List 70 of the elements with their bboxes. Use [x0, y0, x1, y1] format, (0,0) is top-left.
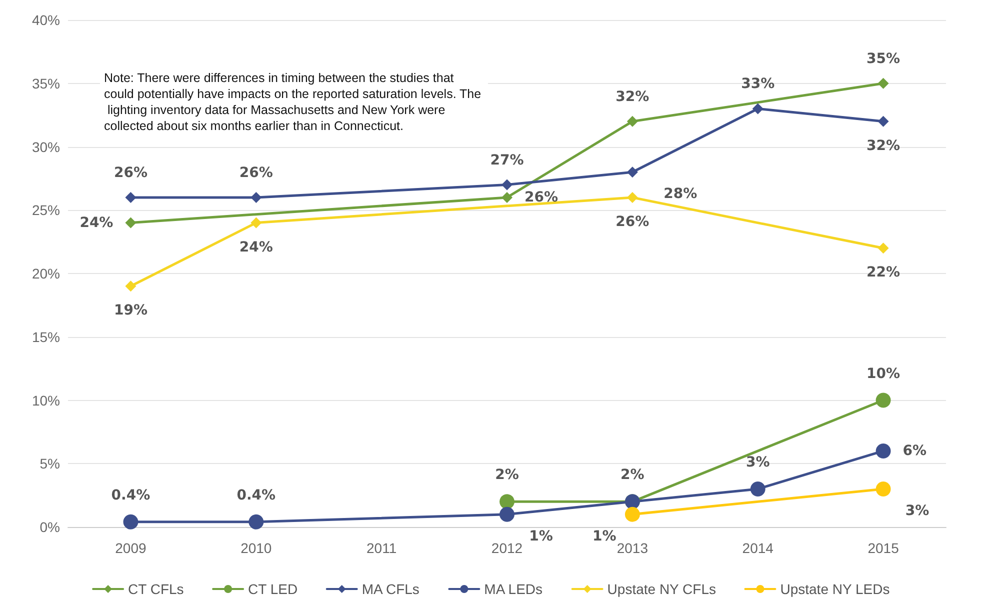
point — [876, 392, 891, 408]
y-tick-label: 20% — [32, 266, 60, 282]
point — [248, 514, 264, 530]
point — [626, 166, 638, 178]
data-label: 26% — [524, 189, 558, 206]
point — [878, 116, 889, 127]
data-label: 2% — [620, 467, 644, 484]
legend-label: CT LED — [248, 581, 298, 597]
x-tick-label: 2011 — [366, 540, 397, 556]
point — [752, 103, 764, 114]
y-tick-label: 30% — [32, 138, 60, 155]
data-label: 26% — [239, 164, 273, 181]
data-label: 0.4% — [236, 487, 276, 504]
data-label: 0.4% — [111, 487, 150, 504]
point — [876, 481, 891, 496]
point — [250, 192, 262, 203]
data-label: 27% — [490, 152, 524, 168]
data-label: 28% — [664, 186, 698, 202]
y-tick-label: 15% — [32, 328, 60, 345]
data-label: 35% — [866, 50, 900, 67]
point — [626, 116, 638, 127]
point — [500, 494, 514, 510]
data-label: 3% — [905, 502, 930, 519]
point — [876, 443, 891, 458]
point — [125, 192, 136, 203]
point — [500, 506, 514, 522]
data-label: 19% — [114, 302, 148, 319]
x-tick-label: 2010 — [240, 540, 272, 556]
x-tick-label: 2009 — [115, 540, 146, 556]
x-tick-label: 2012 — [491, 540, 523, 556]
data-label: 2% — [495, 467, 519, 484]
y-tick-label: 40% — [32, 12, 60, 28]
annotation: Note: There were differences in timing between the studies that could potentially have impacts on the reported saturation levels. The lighting inventory data for Massachusetts and New York were collected about six months earlier than in Connecticut. — [104, 71, 482, 133]
point — [502, 192, 512, 203]
legend-label: MA LEDs — [484, 581, 543, 597]
data-label: 22% — [866, 264, 900, 281]
point — [624, 506, 640, 522]
y-tick-label: 0% — [40, 519, 60, 535]
data-label: 10% — [866, 366, 900, 382]
y-tick-label: 25% — [32, 202, 60, 218]
data-label: 1% — [592, 528, 616, 544]
legend-label: Upstate NY LEDs — [780, 581, 890, 597]
point — [125, 217, 136, 228]
y-tick-label: 35% — [32, 75, 60, 92]
data-label: 24% — [80, 214, 114, 231]
legend-label: MA CFLs — [362, 581, 420, 597]
point — [878, 242, 889, 254]
point — [250, 217, 262, 228]
data-label: 24% — [239, 239, 273, 256]
x-tick-label: 2013 — [616, 540, 648, 556]
point — [750, 481, 766, 496]
x-tick-label: 2015 — [868, 540, 900, 556]
data-label: 32% — [616, 88, 650, 105]
point — [502, 179, 512, 190]
data-label: 32% — [866, 138, 900, 154]
point — [626, 192, 638, 203]
data-label: 1% — [529, 528, 553, 544]
data-label: 6% — [902, 442, 927, 459]
y-tick-label: 5% — [40, 456, 60, 472]
point — [878, 78, 889, 89]
point — [123, 514, 138, 530]
legend-label: Upstate NY CFLs — [607, 581, 716, 597]
data-label: 3% — [746, 454, 770, 470]
x-tick-label: 2014 — [742, 540, 774, 556]
point — [125, 280, 136, 292]
data-label: 26% — [616, 214, 650, 230]
legend-label: CT CFLs — [128, 581, 184, 597]
data-label: 33% — [741, 76, 775, 92]
data-label: 26% — [114, 164, 148, 181]
y-tick-label: 10% — [32, 392, 60, 408]
